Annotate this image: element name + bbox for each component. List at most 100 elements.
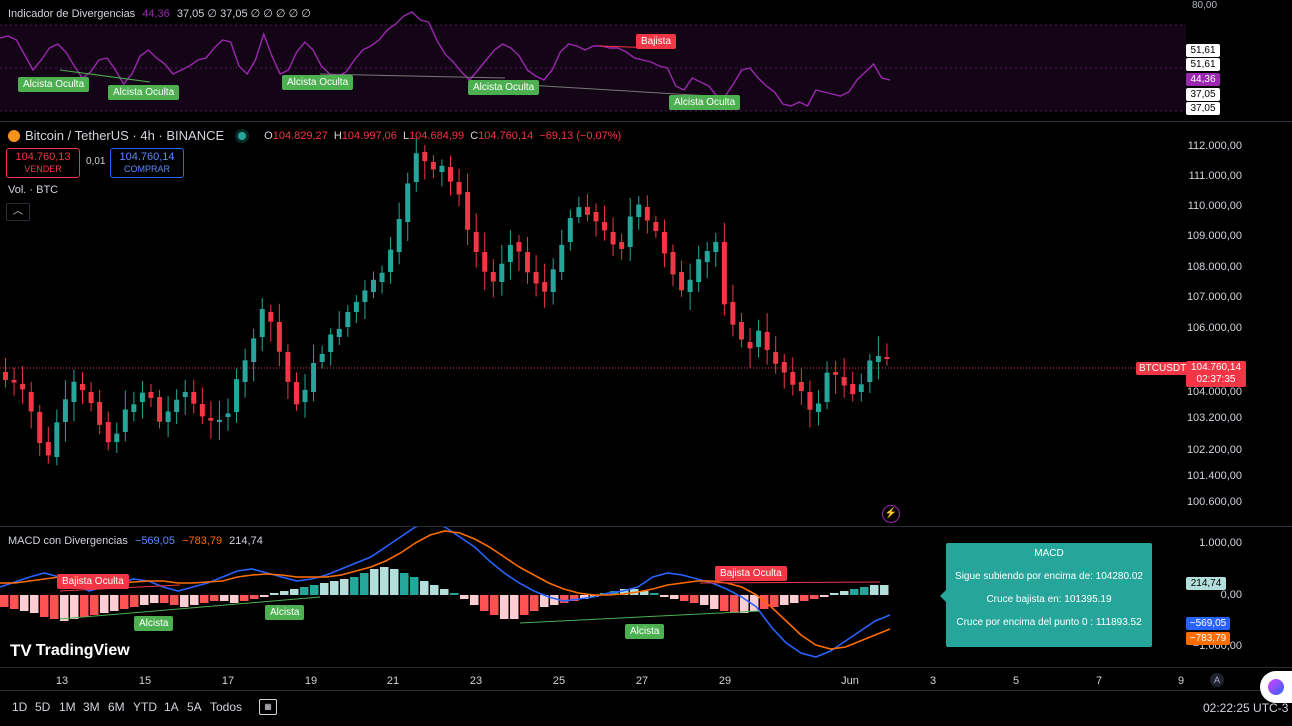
- tradingview-logo[interactable]: TV TradingView: [10, 641, 130, 661]
- date-label: 21: [386, 675, 400, 687]
- buy-button[interactable]: 104.760,14 COMPRAR: [110, 148, 184, 178]
- rsi-title: Indicador de Divergencias: [8, 8, 136, 20]
- rsi-div-label: Bajista: [636, 34, 677, 49]
- rsi-div-label: Alcista Oculta: [18, 77, 90, 92]
- price-axis-label: 102.200,00: [1186, 444, 1242, 456]
- macd-pane: [0, 527, 1292, 667]
- buy-price: 104.760,14: [119, 151, 175, 163]
- rsi-legend: Indicador de Divergencias 44,36 37,05 ∅ …: [8, 7, 311, 20]
- rsi-tag-4: 37,05: [1186, 88, 1220, 101]
- sell-button[interactable]: 104.760,13 VENDER: [6, 148, 80, 178]
- brain-icon: [1268, 679, 1284, 695]
- tooltip-line2: Cruce bajista en: 101395.19: [986, 594, 1112, 605]
- tooltip-line1: Sigue subiendo por encima de: 104280.02: [955, 571, 1143, 582]
- range-button-3m[interactable]: 3M: [83, 700, 100, 714]
- macd-tag: −569,05: [1186, 617, 1230, 630]
- hist-value: 214,74: [229, 535, 263, 547]
- close-value: 104.760,14: [478, 129, 534, 142]
- tooltip-line3: Cruce por encima del punto 0 : 111893.52: [956, 617, 1142, 628]
- candlestick-plot[interactable]: [0, 122, 1186, 525]
- date-label: 9: [1177, 675, 1185, 687]
- macd-div-label: Alcista: [265, 605, 305, 620]
- rsi-div-label: Alcista Oculta: [669, 95, 741, 110]
- price-pane: [0, 122, 1292, 525]
- date-label: 13: [55, 675, 69, 687]
- range-button-todos[interactable]: Todos: [210, 700, 243, 714]
- date-label: 3: [929, 675, 937, 687]
- buy-label: COMPRAR: [123, 164, 170, 174]
- signal-tag: −783,79: [1186, 632, 1230, 645]
- time-axis-separator: [0, 667, 1292, 668]
- last-price: 104.760,14: [1190, 362, 1242, 373]
- macd-tooltip: MACD Sigue subiendo por encima de: 10428…: [946, 543, 1152, 647]
- price-axis-label: 110.000,00: [1187, 200, 1242, 212]
- clock[interactable]: 02:22:25 UTC-3: [1203, 701, 1289, 715]
- rsi-plot: [0, 11, 1186, 112]
- last-price-tag: 104.760,14 02:37:35: [1186, 361, 1246, 387]
- price-axis-label: 106.000,00: [1186, 322, 1242, 334]
- collapse-legend-button[interactable]: ︿: [6, 203, 30, 221]
- macd-axis-label: 0,00: [1220, 589, 1242, 601]
- rsi-tag-2: 51,61: [1186, 58, 1220, 71]
- rsi-tag-3: 44,36: [1186, 73, 1220, 86]
- price-axis-label: 100.600,00: [1186, 496, 1242, 508]
- macd-title: MACD con Divergencias: [8, 535, 128, 547]
- price-axis-label: 111.000,00: [1188, 170, 1242, 182]
- lightning-icon[interactable]: ⚡: [882, 505, 900, 523]
- change-value: −69,13 (−0,07%): [539, 129, 622, 142]
- hist-tag: 214,74: [1186, 577, 1226, 590]
- price-axis-label: 112.000,00: [1187, 140, 1242, 152]
- tradingview-wordmark: TradingView: [35, 642, 130, 659]
- rsi-tag-1: 51,61: [1186, 44, 1220, 57]
- range-button-1d[interactable]: 1D: [12, 700, 28, 714]
- open-value: 104.829,27: [272, 129, 328, 142]
- range-button-6m[interactable]: 6M: [108, 700, 125, 714]
- spread-value: 0,01: [86, 156, 106, 167]
- price-axis-label: 103.200,00: [1186, 412, 1242, 424]
- price-axis-label: 109.000,00: [1186, 230, 1242, 242]
- low-value: 104.684,99: [409, 129, 465, 142]
- symbol-legend: Bitcoin / TetherUS · 4h · BINANCE O104.8…: [8, 128, 621, 143]
- macd-div-label: Bajista Oculta: [715, 566, 787, 581]
- symbol-price-tag: BTCUSDT: [1136, 362, 1190, 375]
- signal-value: −783,79: [182, 535, 223, 547]
- date-label: 27: [635, 675, 649, 687]
- date-label: 19: [304, 675, 318, 687]
- sell-price: 104.760,13: [15, 151, 71, 163]
- macd-axis-label: 1.000,00: [1199, 537, 1242, 549]
- macd-plot: [0, 527, 891, 658]
- rsi-pane: Indicador de Divergencias 44,36 37,05 ∅ …: [0, 0, 1292, 120]
- rsi-tag-5: 37,05: [1186, 102, 1220, 115]
- auto-scale-button[interactable]: A: [1210, 673, 1224, 687]
- date-label: 5: [1012, 675, 1020, 687]
- pane-separator[interactable]: [0, 526, 1292, 527]
- bar-countdown: 02:37:35: [1196, 374, 1236, 385]
- range-button-1m[interactable]: 1M: [59, 700, 76, 714]
- range-button-ytd[interactable]: YTD: [133, 700, 157, 714]
- bitcoin-icon: [8, 129, 20, 142]
- range-button-5d[interactable]: 5D: [35, 700, 51, 714]
- tradingview-icon: TV: [10, 641, 32, 660]
- date-label: Jun: [841, 675, 859, 687]
- date-range-icon[interactable]: ▦: [259, 699, 277, 715]
- tooltip-title: MACD: [1034, 548, 1064, 559]
- rsi-div-label: Alcista Oculta: [468, 80, 540, 95]
- range-button-1a[interactable]: 1A: [164, 700, 179, 714]
- macd-legend: MACD con Divergencias −569,05 −783,79 21…: [8, 535, 263, 547]
- symbol-title[interactable]: Bitcoin / TetherUS · 4h · BINANCE: [25, 128, 225, 143]
- chevron-up-icon: ︿: [13, 206, 23, 217]
- price-axis-label: 108.000,00: [1186, 261, 1242, 273]
- rsi-extra: 37,05 ∅ 37,05 ∅ ∅ ∅ ∅ ∅: [176, 8, 311, 20]
- toolbar-separator: [0, 690, 1292, 691]
- pane-separator[interactable]: [0, 121, 1292, 122]
- date-label: 7: [1095, 675, 1103, 687]
- rsi-div-label: Alcista Oculta: [282, 75, 354, 90]
- market-status-icon[interactable]: [238, 131, 247, 140]
- date-label: 29: [718, 675, 732, 687]
- assistant-icon[interactable]: [1260, 671, 1292, 703]
- range-button-5a[interactable]: 5A: [187, 700, 202, 714]
- date-label: 23: [469, 675, 483, 687]
- high-value: 104.997,06: [341, 129, 397, 142]
- rsi-div-label: Alcista Oculta: [108, 85, 180, 100]
- price-axis-label: 101.400,00: [1186, 470, 1242, 482]
